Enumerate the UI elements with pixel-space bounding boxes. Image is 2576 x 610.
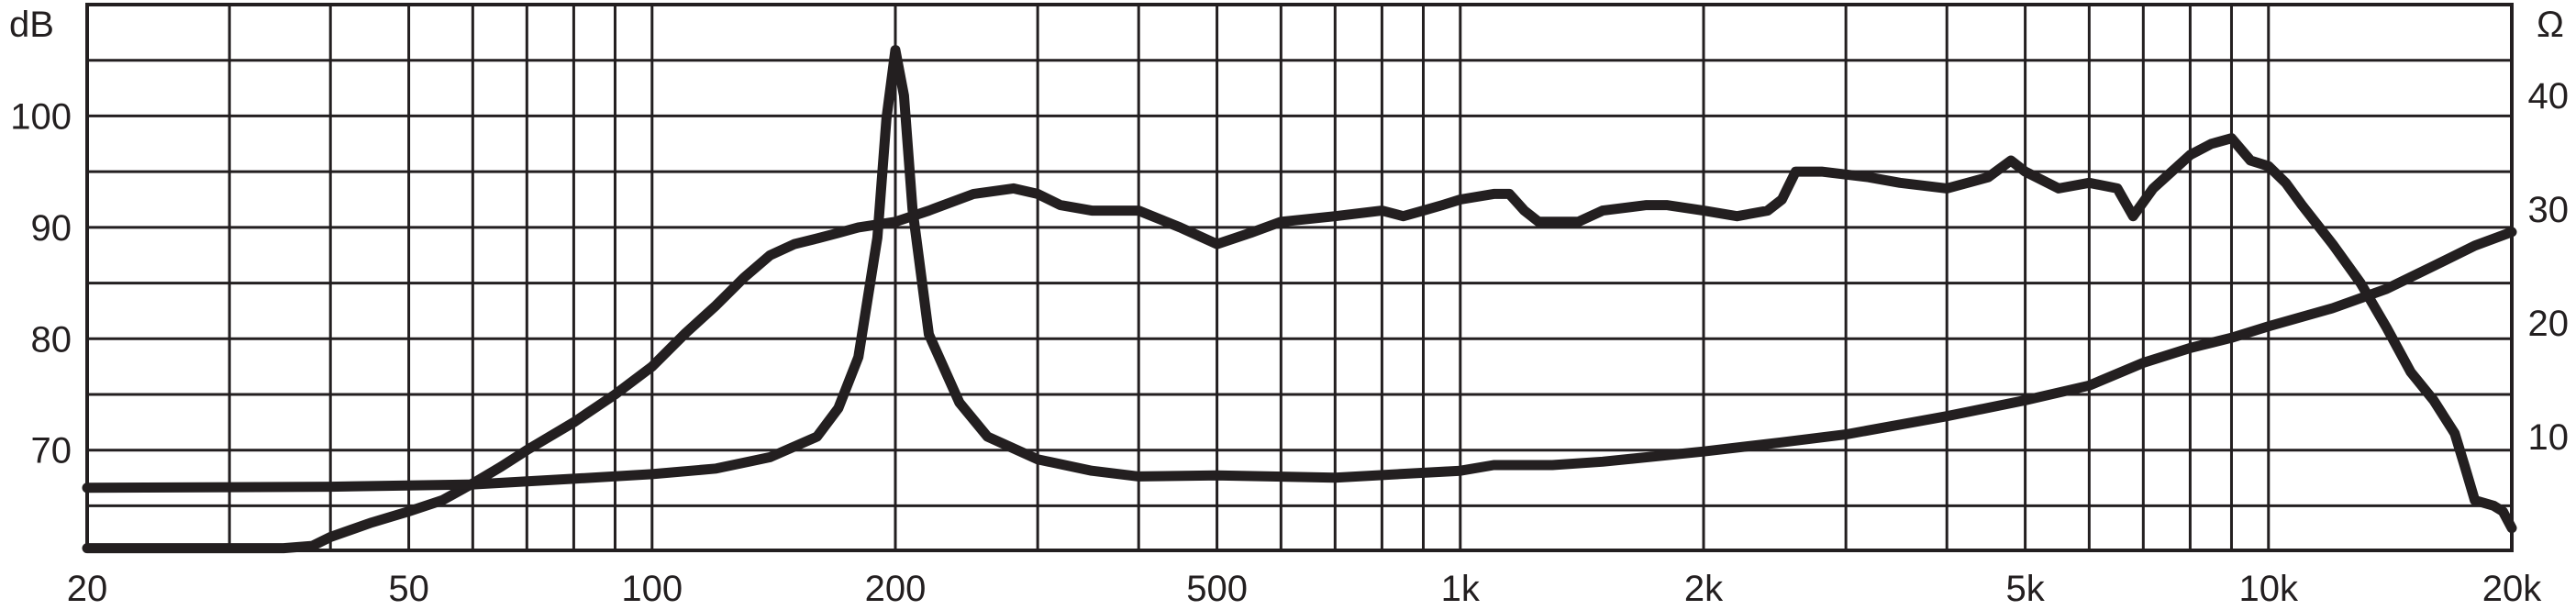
x-tick-label: 200: [865, 569, 927, 609]
right-y-tick-label: 40: [2528, 76, 2570, 116]
right-y-tick-label: 10: [2528, 417, 2570, 458]
x-tick-label: 50: [388, 569, 429, 609]
x-tick-label: 10k: [2239, 569, 2299, 609]
left-y-tick-label: 90: [31, 208, 72, 249]
x-tick-label: 20: [67, 569, 108, 609]
right-axis-unit: Ω: [2537, 5, 2564, 45]
plot-frame: [85, 3, 2514, 552]
x-axis-tick-labels: 20 50 100 200 500 1k 2k 5k 10k 20k: [67, 569, 2542, 609]
x-tick-label: 20k: [2482, 569, 2542, 609]
x-tick-label: 5k: [2005, 569, 2045, 609]
vertical-grid: [228, 5, 2271, 550]
left-y-tick-label: 70: [31, 431, 72, 471]
left-y-tick-label: 80: [31, 319, 72, 360]
left-y-tick-label: 100: [10, 96, 72, 137]
series-layer: [82, 45, 2517, 554]
right-y-tick-label: 30: [2528, 190, 2570, 230]
x-tick-label: 100: [621, 569, 683, 609]
x-tick-label: 2k: [1684, 569, 1724, 609]
right-y-tick-label: 20: [2528, 304, 2570, 344]
left-axis-tick-labels: 70 80 90 100: [10, 96, 72, 471]
spl-response-curve: [82, 133, 2517, 554]
x-tick-label: 1k: [1441, 569, 1481, 609]
impedance-curve: [82, 45, 2517, 494]
x-tick-label: 500: [1186, 569, 1248, 609]
right-axis-tick-labels: 10 20 30 40: [2528, 76, 2570, 458]
left-axis-unit: dB: [9, 5, 54, 45]
horizontal-grid: [87, 59, 2512, 507]
